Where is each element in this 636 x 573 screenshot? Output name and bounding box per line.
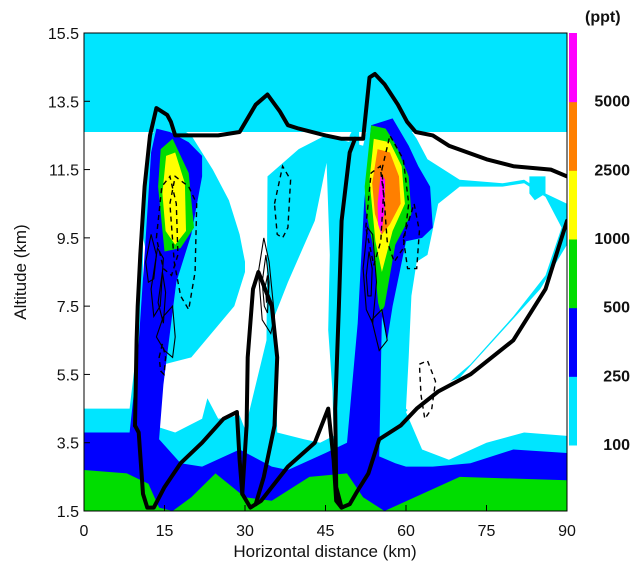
dashed-contour [418,359,437,421]
y-tick-label: 5.5 [57,367,79,384]
y-axis-label: Altitude (km) [11,224,30,319]
y-tick-label: 3.5 [57,436,79,453]
colorbar-label: 5000 [594,94,630,111]
x-tick-label: 60 [397,523,415,540]
x-tick-label: 45 [317,523,335,540]
dashed-contour [273,164,292,239]
y-tick-label: 9.5 [57,231,79,248]
plot-contours [133,72,567,510]
colorbar-swatch [569,170,577,240]
y-tick-label: 15.5 [48,26,79,43]
solid-thin-contour [150,246,164,319]
colorbar-swatch [569,239,577,309]
x-tick-label: 90 [558,523,576,540]
cloud-boundary-contour [133,218,567,510]
colorbar: 100 250 500 1000 2500 5000 [569,33,630,454]
solid-thin-contour [365,251,373,297]
concentration-region-1000-ppt [162,152,186,245]
dashed-contour [402,203,421,270]
y-axis-ticks: 1.5 3.5 5.5 7.5 9.5 11.5 13.5 15.5 [48,26,90,521]
colorbar-unit: (ppt) [585,9,621,26]
solid-thin-contour [371,308,388,352]
concentration-region-100-ppt [84,33,567,132]
colorbar-swatch [569,33,577,103]
solid-thin-contour [362,226,378,326]
x-tick-label: 75 [478,523,496,540]
x-tick-label: 15 [156,523,174,540]
concentration-region-250-ppt [84,118,567,511]
colorbar-label: 2500 [594,162,630,179]
colorbar-swatch [569,376,577,446]
x-tick-label: 30 [236,523,254,540]
y-tick-label: 11.5 [49,163,79,180]
colorbar-swatch [569,307,577,377]
concentration-region-100-ppt [338,118,361,426]
clear-air-region [143,237,245,433]
y-tick-label: 13.5 [48,94,79,111]
x-axis-ticks: 0 15 30 45 60 75 90 [80,505,576,540]
colorbar-label: 250 [603,368,630,385]
y-tick-label: 7.5 [57,299,79,316]
colorbar-label: 500 [603,300,630,317]
plot-fills [84,33,567,511]
solid-thin-contour [157,271,167,324]
clear-air-region [406,183,562,419]
colorbar-label: 1000 [594,231,630,248]
concentration-region-500-ppt [84,470,567,511]
x-tick-label: 0 [80,523,89,540]
dashed-contour [158,343,167,376]
concentration-region-100-ppt [529,176,546,201]
colorbar-swatch [569,101,577,171]
dashed-contour [155,174,179,277]
clear-air-region [274,162,334,443]
dashed-contour [169,175,198,312]
dashed-contour [381,133,410,264]
colorbar-label: 100 [603,437,630,454]
cloud-boundary-contour [333,136,357,510]
cloud-boundary-contour [133,72,567,428]
cloud-boundary-contour [240,270,280,507]
x-axis-label: Horizontal distance (km) [233,542,416,561]
y-tick-label: 1.5 [57,504,79,521]
